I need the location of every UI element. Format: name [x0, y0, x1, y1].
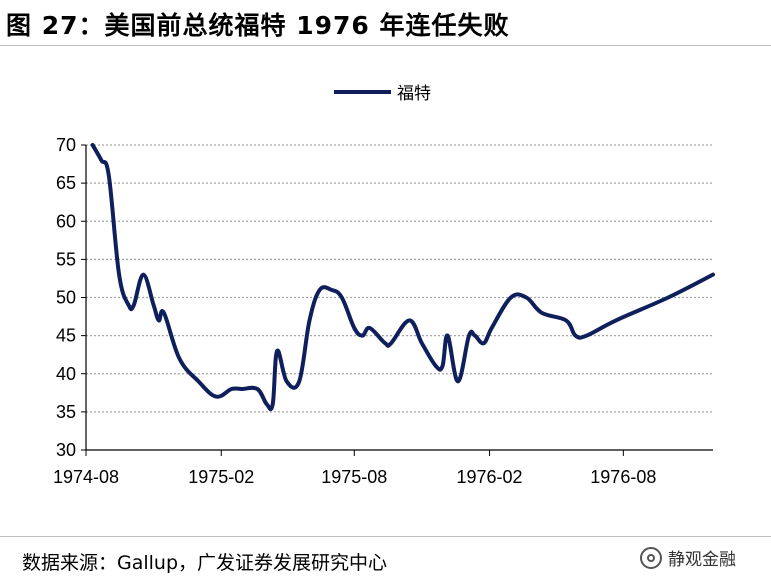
header-divider — [0, 45, 771, 46]
y-tick-label: 50 — [56, 288, 76, 308]
y-tick-label: 55 — [56, 249, 76, 269]
legend: 福特 — [334, 84, 431, 104]
y-tick-labels: 30 35 40 45 50 55 60 65 70 — [56, 135, 76, 460]
x-tick-label: 1974-08 — [53, 467, 119, 487]
y-tick-label: 65 — [56, 173, 76, 193]
y-tick-label: 40 — [56, 364, 76, 384]
source-note: 数据来源：Gallup，广发证券发展研究中心 — [22, 552, 388, 574]
grid-lines — [86, 144, 713, 413]
y-tick-label: 30 — [56, 440, 76, 460]
x-tick-labels: 1974-08 1975-02 1975-08 1976-02 1976-08 — [53, 467, 656, 487]
watermark: 静观金融 — [640, 545, 736, 570]
y-tick-label: 70 — [56, 135, 76, 155]
x-tick-label: 1976-02 — [457, 467, 523, 487]
series-layer — [90, 143, 715, 412]
series-line-ford — [90, 143, 715, 412]
watermark-text: 静观金融 — [668, 550, 736, 570]
y-tick-label: 60 — [56, 211, 76, 231]
x-tick-label: 1976-08 — [590, 467, 656, 487]
axes — [81, 144, 713, 456]
page-title: 图 27：美国前总统福特 1976 年连任失败 — [6, 11, 510, 40]
legend-label: 福特 — [397, 84, 431, 104]
footer-divider — [0, 536, 771, 537]
y-tick-label: 45 — [56, 326, 76, 346]
x-tick-label: 1975-08 — [321, 467, 387, 487]
y-tick-label: 35 — [56, 402, 76, 422]
x-tick-label: 1975-02 — [188, 467, 254, 487]
wechat-logo-icon — [640, 546, 662, 569]
